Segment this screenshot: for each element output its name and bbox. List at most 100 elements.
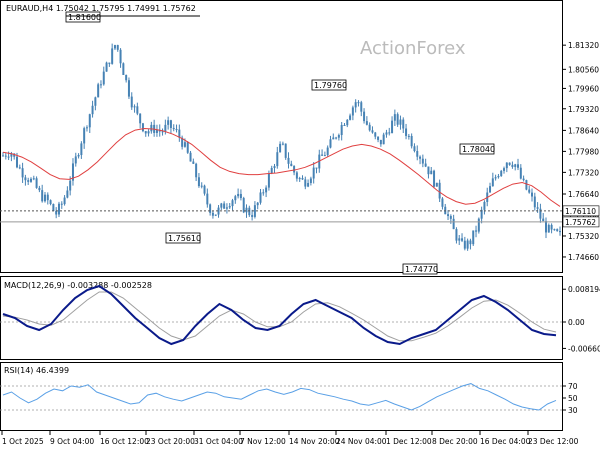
candle-body [343,125,346,127]
candle-body [371,130,374,133]
pivot-label-box [459,143,495,155]
candle-body [97,84,100,98]
candle-body [209,204,212,213]
candle-body [27,180,30,182]
candle-body [483,201,486,210]
candle-body [99,84,102,86]
candle-body [477,218,480,232]
candle-body [161,131,164,133]
pivot-labels: 1.81600 1.79760 1.78040 1.75610 1.74770 [65,11,495,275]
macd-tick-label: -0.006604 [568,344,600,353]
candle-body [256,202,259,206]
x-tick-label: 23 Dec 12:00 [528,437,579,446]
pivot-label-text: 1.79760 [314,81,347,90]
candle-body [267,173,270,188]
x-tick-label: 1 Oct 2025 [2,437,44,446]
candle-body [52,204,55,212]
candle-body [441,198,444,207]
candle-body [545,221,548,233]
candle-body [438,182,441,199]
candle-body [301,178,304,180]
candle-body [113,45,116,49]
candle-body [514,164,517,167]
x-tick-label: 16 Oct 12:00 [100,437,149,446]
candle-body [503,168,506,171]
candle-body [231,200,234,207]
candle-body [228,206,231,208]
pivot-label-text: 1.78040 [462,145,495,154]
candle-body [399,119,402,125]
candle-body [144,131,147,134]
candle-body [259,192,262,203]
macd-layer: 0.008194 0.00 -0.006604 [0,284,600,353]
price-tag-box [562,216,600,228]
candle-body [158,129,161,132]
candle-body [43,194,46,202]
candle-body [167,120,170,125]
rsi-label: RSI(14) 46.4399 [4,366,69,375]
candle-body [290,163,293,167]
candle-body [60,203,63,205]
candle-body [155,129,158,133]
candle-body [542,218,545,222]
candle-body [416,151,419,157]
rsi-layer: 70 50 30 [0,382,578,415]
candle-body [63,197,66,205]
candle-body [430,170,433,175]
candle-body [489,186,492,193]
price-tick-label: 1.74660 [568,253,599,262]
candle-body [178,129,181,138]
candle-body [413,146,416,152]
x-tick-label: 9 Oct 04:00 [50,437,94,446]
candle-body [377,136,380,140]
candle-body [497,176,500,178]
candle-body [321,154,324,156]
candle-body [304,179,307,187]
rsi-line [2,383,557,411]
candle-body [491,178,494,187]
candle-body [91,105,94,115]
candle-body [511,164,514,167]
macd-main-line [2,284,557,346]
candle-body [175,129,178,131]
candle-body [253,205,256,217]
candle-body [125,74,128,81]
candle-body [172,127,175,130]
candle-body [169,120,172,128]
candle-body [447,214,450,217]
candle-body [186,142,189,153]
candle-body [2,155,4,157]
candle-body [340,125,343,136]
price-tag-text: 1.76110 [565,207,596,216]
candle-body [287,157,290,164]
candle-body [119,49,122,64]
price-tag-text: 1.75762 [565,218,596,227]
rsi-tick-label: 30 [568,406,578,415]
candle-body [83,128,86,144]
rsi-tick-label: 50 [568,394,578,403]
candle-body [164,124,167,132]
candle-body [351,107,354,116]
candle-body [363,111,366,122]
candle-body [234,196,237,201]
candle-body [405,128,408,136]
macd-panel-frame [0,276,563,360]
candle-body [122,63,125,75]
candle-body [108,62,111,64]
candle-body [77,155,80,157]
candle-body [225,207,228,209]
candle-body [505,162,508,169]
price-reference-lines [0,210,562,223]
candle-body [427,166,430,175]
candle-body [461,238,464,241]
candle-body [354,102,357,108]
candle-body [315,167,318,169]
candle-body [472,230,475,245]
candle-body [480,209,483,219]
candle-body [382,134,385,145]
x-tick-label: 7 Nov 12:00 [240,437,286,446]
candle-body [421,158,424,164]
candle-body [326,147,329,156]
